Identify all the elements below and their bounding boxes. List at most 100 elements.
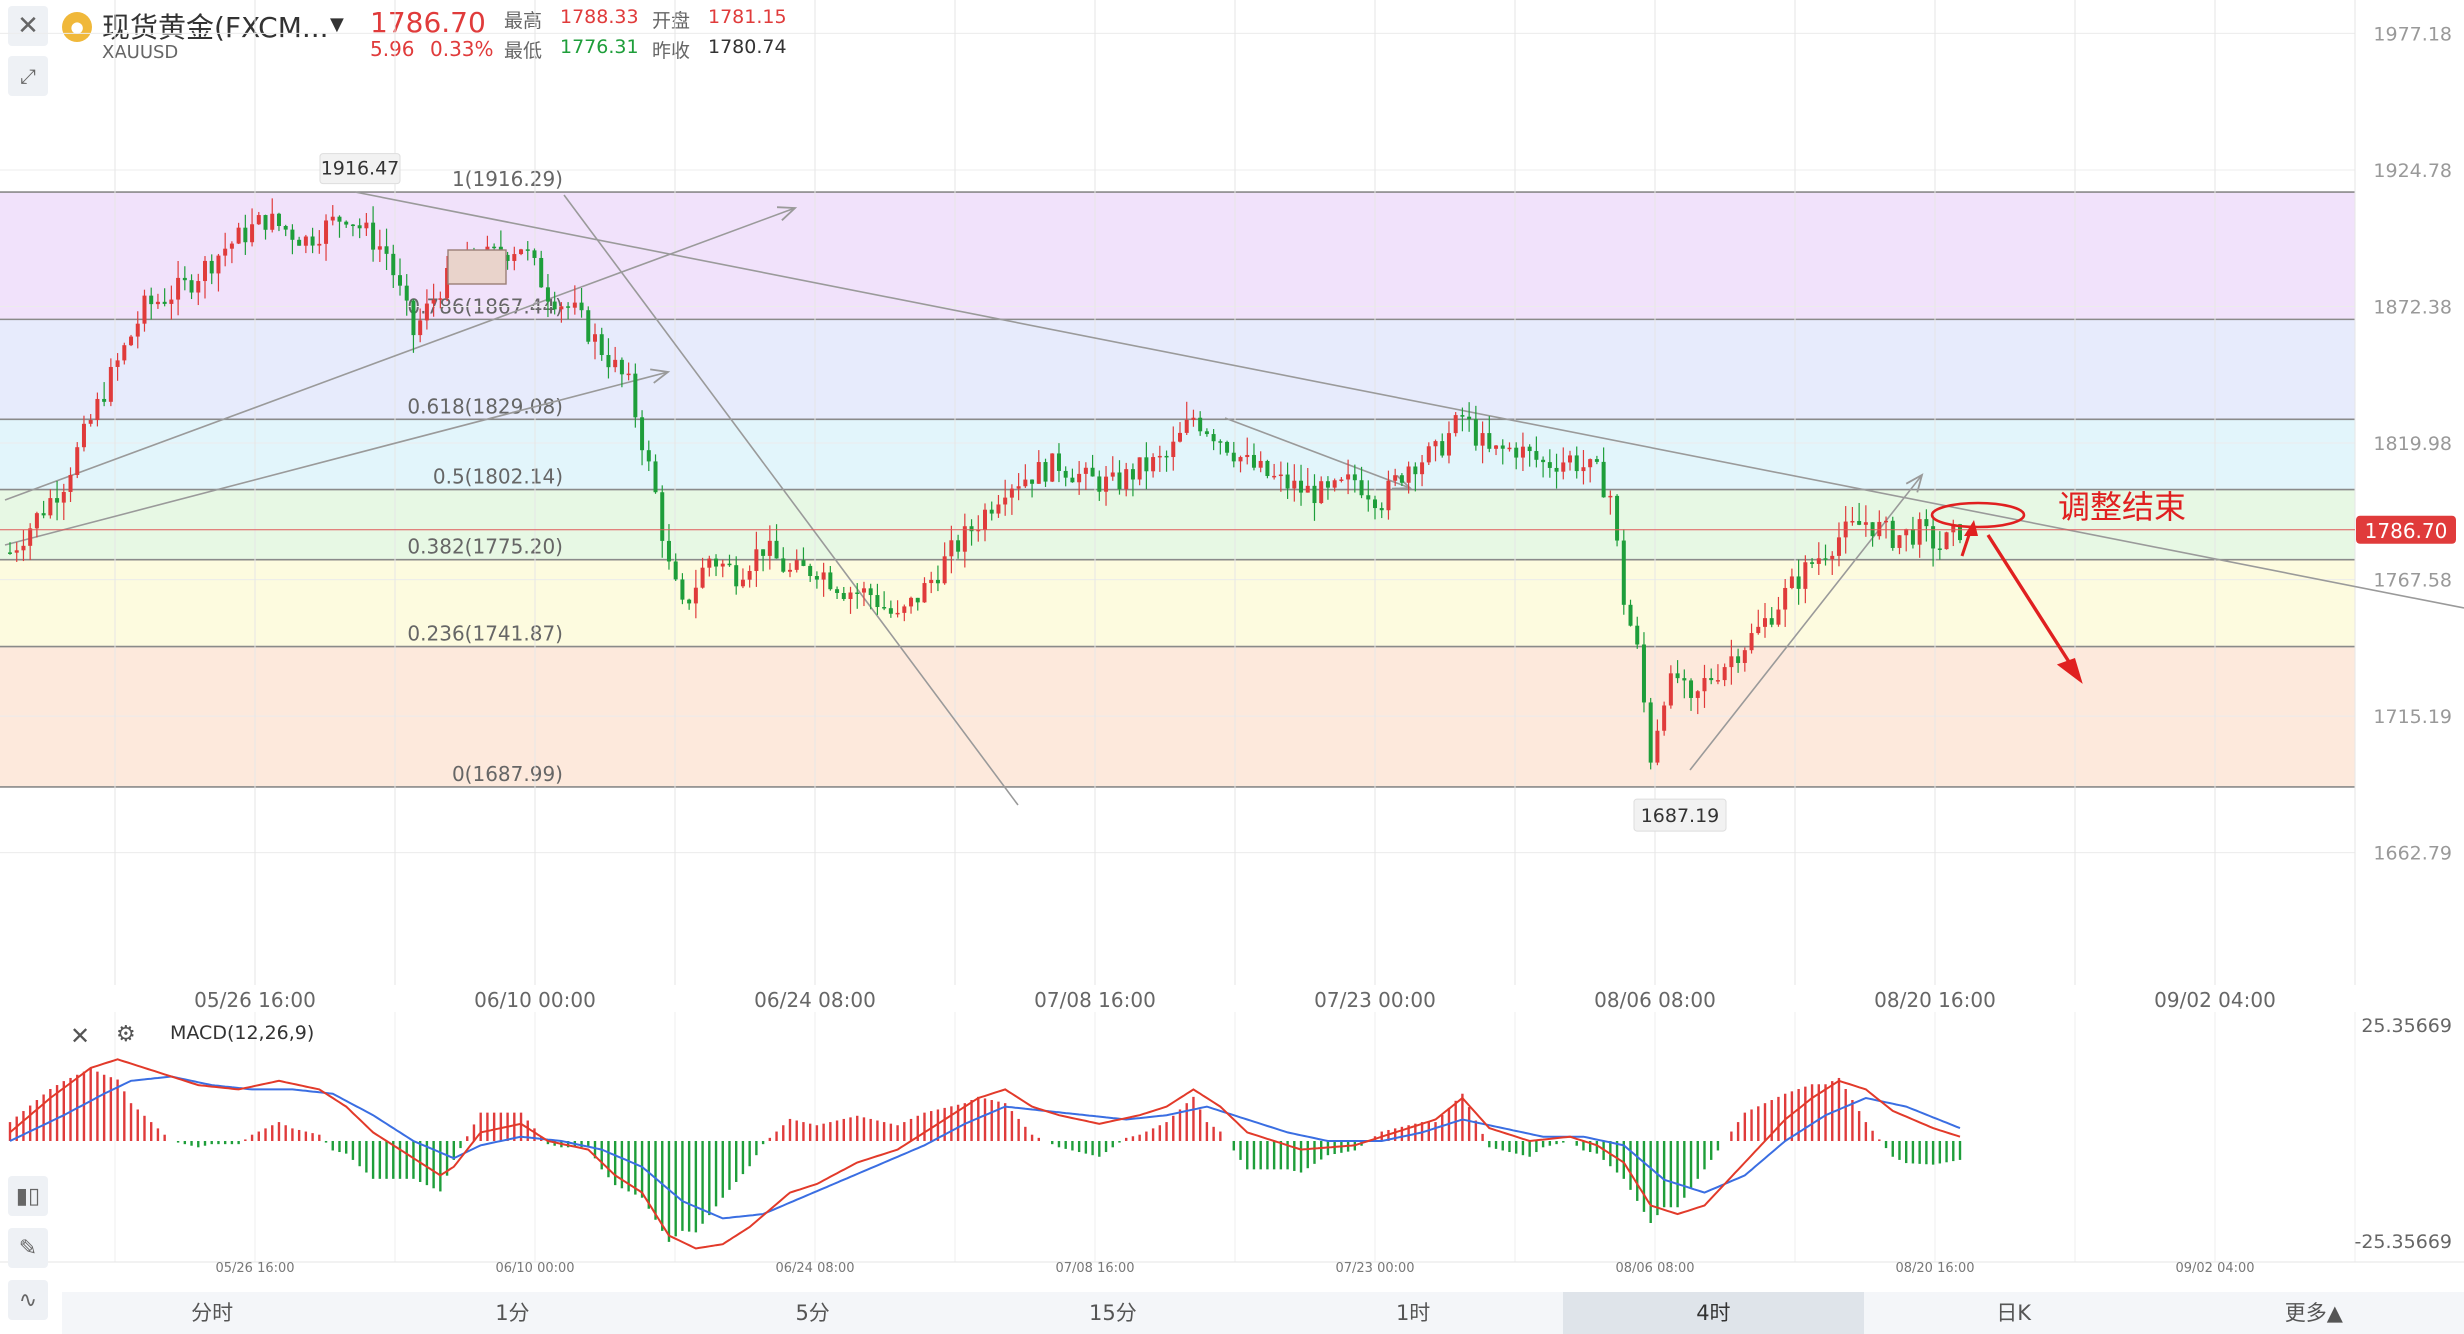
trendline-arrow-up-3[interactable] <box>1689 474 1923 771</box>
candle-body <box>989 509 994 514</box>
candle-body <box>720 563 725 567</box>
candle-body <box>781 558 786 572</box>
highlight-box[interactable] <box>447 249 507 285</box>
annotation-arrow-down-head <box>2056 658 2083 684</box>
time-axis[interactable]: 05/26 16:00 06/10 00:00 06/24 08:00 07/08 1… <box>0 988 2464 1010</box>
candle-body <box>1433 441 1438 447</box>
candle-body <box>1675 673 1680 679</box>
candle-body <box>1016 486 1021 489</box>
period-tab-1h[interactable]: 1时 <box>1395 1301 1431 1325</box>
candle-body <box>384 246 389 254</box>
macd-close-button[interactable]: ✕ <box>70 1022 91 1050</box>
period-tab-15m[interactable]: 15分 <box>1089 1301 1137 1325</box>
macd-histogram <box>8 1068 1962 1242</box>
candle-body <box>276 213 281 226</box>
candle-body <box>740 579 745 587</box>
price-change: 5.96 <box>370 37 415 61</box>
candle-body <box>512 254 517 261</box>
pen-tool-button[interactable]: ✎ <box>8 1228 48 1268</box>
candle-body <box>1715 680 1720 682</box>
candle-body <box>841 592 846 600</box>
candle-body <box>835 589 840 593</box>
candle-body <box>1312 485 1317 504</box>
candle-body <box>1910 529 1915 545</box>
candle-body <box>586 310 591 342</box>
candle-body <box>646 450 651 462</box>
candle-body <box>1097 476 1102 492</box>
current-price-tag-text: 1786.70 <box>2365 519 2448 543</box>
candlestick-icon: ▮▯ <box>15 1183 41 1209</box>
candle-body <box>1769 618 1774 625</box>
symbol-name[interactable]: 现货黄金(FXCM... <box>102 11 329 44</box>
candle-body <box>290 229 295 240</box>
candle-body <box>189 280 194 293</box>
candle-body <box>1453 415 1458 434</box>
candle-style-button[interactable]: ▮▯ <box>8 1176 48 1216</box>
trendline-arrow-mid[interactable] <box>1224 417 1411 489</box>
price-chart[interactable]: 1(1916.29)0.786(1867.44)0.618(1829.08)0.… <box>0 0 2464 1010</box>
candle-body <box>256 215 261 225</box>
period-tab-4h[interactable]: 4时 <box>1563 1292 1864 1334</box>
period-tab-1m[interactable]: 1分 <box>495 1301 530 1325</box>
candle-body <box>1198 417 1203 432</box>
candle-body <box>142 295 147 324</box>
candle-body <box>532 250 537 258</box>
candle-body <box>1689 680 1694 698</box>
candle-body <box>1339 479 1344 481</box>
candle-body <box>1231 452 1236 462</box>
fibonacci-retracement[interactable]: 1(1916.29)0.786(1867.44)0.618(1829.08)0.… <box>0 167 2355 788</box>
draw-tool-toggle-button[interactable]: ⤢ <box>8 56 48 96</box>
symbol-dropdown-chevron-icon[interactable]: ▼ <box>330 14 344 35</box>
candle-body <box>1527 446 1532 452</box>
macd-chart[interactable]: 25.35669 -25.35669 05/26 16:00 06/10 00:00 0… <box>0 1012 2464 1302</box>
fib-level-label: 0.236(1741.87) <box>407 622 563 646</box>
candle-body <box>1285 474 1290 489</box>
trendlines[interactable] <box>4 191 2464 806</box>
price-axis[interactable]: 1977.18 1924.78 1872.38 1819.98 1767.58 1715.… <box>2373 23 2452 864</box>
low-value: 1776.31 <box>560 36 639 58</box>
candle-body <box>1178 432 1182 442</box>
candle-body <box>1077 473 1082 483</box>
candle-body <box>545 287 550 302</box>
candle-body <box>1709 678 1714 681</box>
candle-body <box>1258 460 1263 468</box>
period-tab-daily[interactable]: 日K <box>1996 1301 2032 1325</box>
downtrend-line[interactable] <box>354 191 2464 609</box>
period-selector: 分时 1分 5分 15分 1时 4时 日K 更多▲ <box>62 1292 2464 1334</box>
candle-body <box>1332 480 1337 488</box>
arrow-head <box>1905 473 1924 493</box>
chart-annotations[interactable]: 1786.70 1916.47 1687.19 调整结束 <box>0 153 2456 832</box>
candle-body <box>1325 481 1330 488</box>
trendline-arrow-up-2[interactable] <box>4 371 669 546</box>
indicator-button[interactable]: ∿ <box>8 1280 48 1320</box>
fib-band <box>0 319 2355 420</box>
candle-body <box>48 498 53 516</box>
candle-body <box>828 572 833 590</box>
period-tab-timeshare[interactable]: 分时 <box>191 1301 234 1325</box>
gear-icon[interactable]: ⚙ <box>116 1022 136 1047</box>
candle-body <box>1446 433 1451 456</box>
fib-band <box>0 192 2355 320</box>
candle-body <box>788 569 792 572</box>
candle-body <box>754 549 759 571</box>
candle-body <box>223 248 228 256</box>
candle-body <box>774 540 779 559</box>
annotation-arrow-up-head <box>1964 520 1978 536</box>
candle-body <box>626 373 631 376</box>
prev-close-value: 1780.74 <box>708 36 787 58</box>
candle-body <box>1796 576 1801 589</box>
annotation-ellipse[interactable] <box>1930 501 2026 529</box>
period-tab-more[interactable]: 更多▲ <box>2284 1301 2343 1325</box>
prev-close-label: 昨收 <box>652 40 691 62</box>
candle-body <box>1211 434 1216 442</box>
candle-body <box>203 260 207 282</box>
candle-body <box>1292 480 1297 489</box>
candle-body <box>1588 459 1593 468</box>
time-axis-label: 05/26 16:00 <box>194 988 316 1010</box>
fib-band <box>0 646 2355 787</box>
trendline-arrow-up-1[interactable] <box>4 207 796 501</box>
candle-body <box>700 567 705 588</box>
period-tab-5m[interactable]: 5分 <box>795 1301 830 1325</box>
annotation-arrow-down[interactable] <box>1986 534 2080 677</box>
fib-anchor-line[interactable] <box>563 194 1019 806</box>
